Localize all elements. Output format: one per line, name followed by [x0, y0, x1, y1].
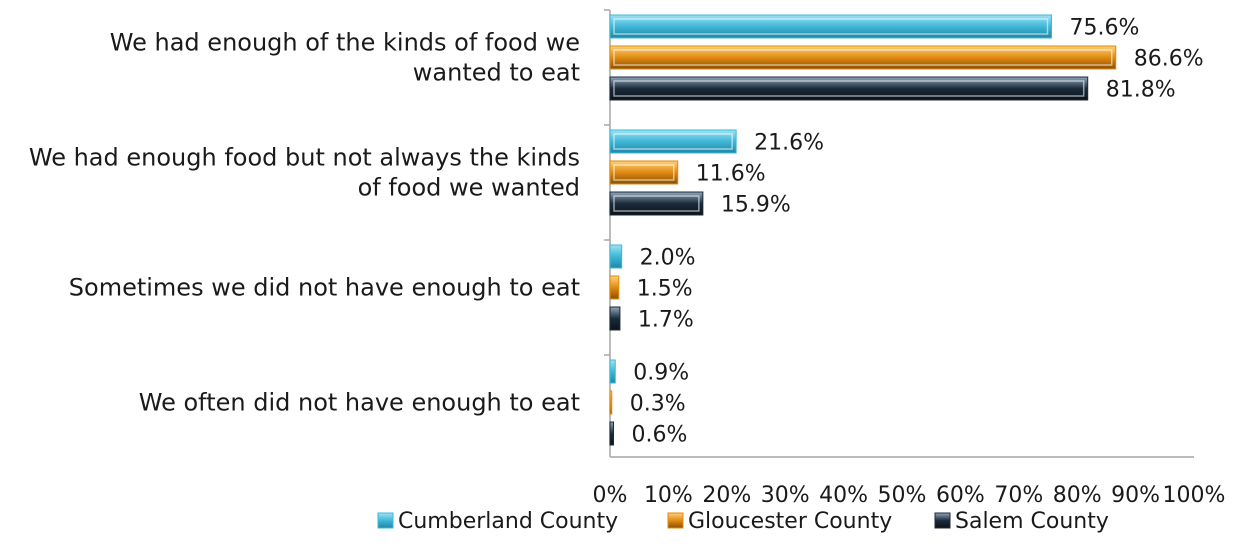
x-tick-label: 50%: [878, 483, 927, 508]
x-tick-label: 80%: [1053, 483, 1102, 508]
category-label: wanted to eat: [413, 59, 580, 87]
bar-cumberland-county: [609, 359, 616, 384]
data-label: 1.7%: [638, 308, 694, 333]
bar-gloucester-county: [609, 160, 679, 185]
x-tick-label: 20%: [702, 483, 751, 508]
x-tick-label: 0%: [593, 483, 628, 508]
bar-salem-county: [609, 421, 615, 446]
legend-swatch: [934, 512, 951, 529]
category-label: of food we wanted: [358, 174, 580, 202]
bar-cumberland-county: [609, 244, 623, 269]
data-label: 2.0%: [640, 246, 696, 271]
bar-salem-county: [609, 306, 621, 331]
bar-bevel: [613, 164, 675, 181]
data-label: 15.9%: [721, 193, 791, 218]
legend-swatch: [667, 512, 684, 529]
data-label: 0.6%: [632, 423, 688, 448]
legend-label: Gloucester County: [688, 509, 892, 534]
data-label: 86.6%: [1134, 47, 1204, 72]
data-label: 21.6%: [754, 131, 824, 156]
x-tick-label: 100%: [1163, 483, 1226, 508]
bar-salem-county: [609, 76, 1089, 101]
category-label: We had enough food but not always the ki…: [29, 144, 580, 172]
x-tick-label: 90%: [1111, 483, 1160, 508]
data-label: 81.8%: [1106, 78, 1176, 103]
category-label: We often did not have enough to eat: [139, 389, 580, 417]
x-tick-label: 40%: [819, 483, 868, 508]
data-label: 0.3%: [630, 392, 686, 417]
bar-gloucester-county: [609, 45, 1117, 70]
bar-gloucester-county: [609, 390, 613, 415]
bar-cumberland-county: [609, 129, 737, 154]
legend-label: Salem County: [955, 509, 1109, 534]
data-label: 11.6%: [696, 162, 766, 187]
bar-bevel: [613, 18, 1049, 35]
category-label: Sometimes we did not have enough to eat: [69, 274, 580, 302]
bar-salem-county: [609, 191, 704, 216]
data-label: 0.9%: [633, 361, 689, 386]
bar-bevel: [613, 80, 1085, 97]
x-tick-label: 60%: [936, 483, 985, 508]
data-label: 75.6%: [1070, 16, 1140, 41]
category-label: We had enough of the kinds of food we: [110, 29, 580, 57]
bar-cumberland-county: [609, 14, 1053, 39]
bar-bevel: [613, 49, 1113, 66]
x-tick-label: 30%: [761, 483, 810, 508]
x-tick-label: 70%: [994, 483, 1043, 508]
legend-label: Cumberland County: [398, 509, 618, 534]
bar-bevel: [613, 195, 700, 212]
data-label: 1.5%: [637, 277, 693, 302]
x-tick-label: 10%: [644, 483, 693, 508]
legend-swatch: [377, 512, 394, 529]
bar-gloucester-county: [609, 275, 620, 300]
bar-bevel: [613, 133, 733, 150]
